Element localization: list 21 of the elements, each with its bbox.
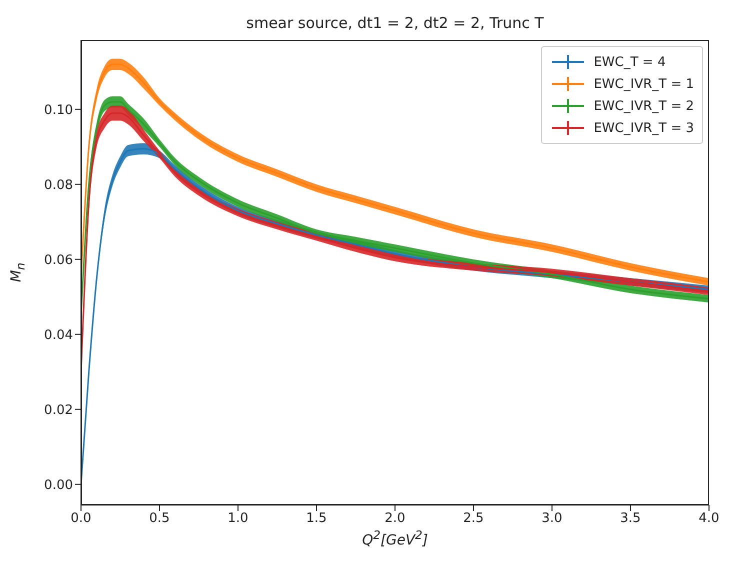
y-tick-label: 0.00 [44, 478, 73, 493]
legend-label: EWC_IVR_T = 3 [594, 120, 694, 136]
x-tick-label: 2.5 [463, 511, 484, 526]
x-tick-label: 1.0 [228, 511, 248, 526]
y-tick-label: 0.04 [44, 328, 73, 343]
legend-label: EWC_IVR_T = 1 [594, 76, 694, 92]
x-tick-label: 0.5 [149, 511, 170, 526]
x-tick-label: 3.5 [620, 511, 641, 526]
x-tick-label: 0.0 [70, 511, 92, 526]
chart-title: smear source, dt1 = 2, dt2 = 2, Trunc T [245, 14, 545, 32]
y-tick-label: 0.06 [44, 252, 73, 268]
x-tick-label: 3.0 [542, 511, 562, 526]
x-axis-title: Q$^{2}$[GeV$^{2}$] [361, 528, 429, 549]
x-tick-label: 4.0 [698, 511, 720, 526]
legend-label: EWC_IVR_T = 2 [594, 98, 694, 114]
x-tick-label: 2.0 [384, 511, 406, 526]
y-tick-label: 0.10 [44, 102, 73, 118]
legend-label: EWC_T = 4 [594, 54, 666, 70]
x-tick-label: 1.5 [306, 511, 327, 526]
y-tick-label: 0.02 [44, 402, 73, 418]
y-tick-label: 0.08 [44, 178, 73, 193]
